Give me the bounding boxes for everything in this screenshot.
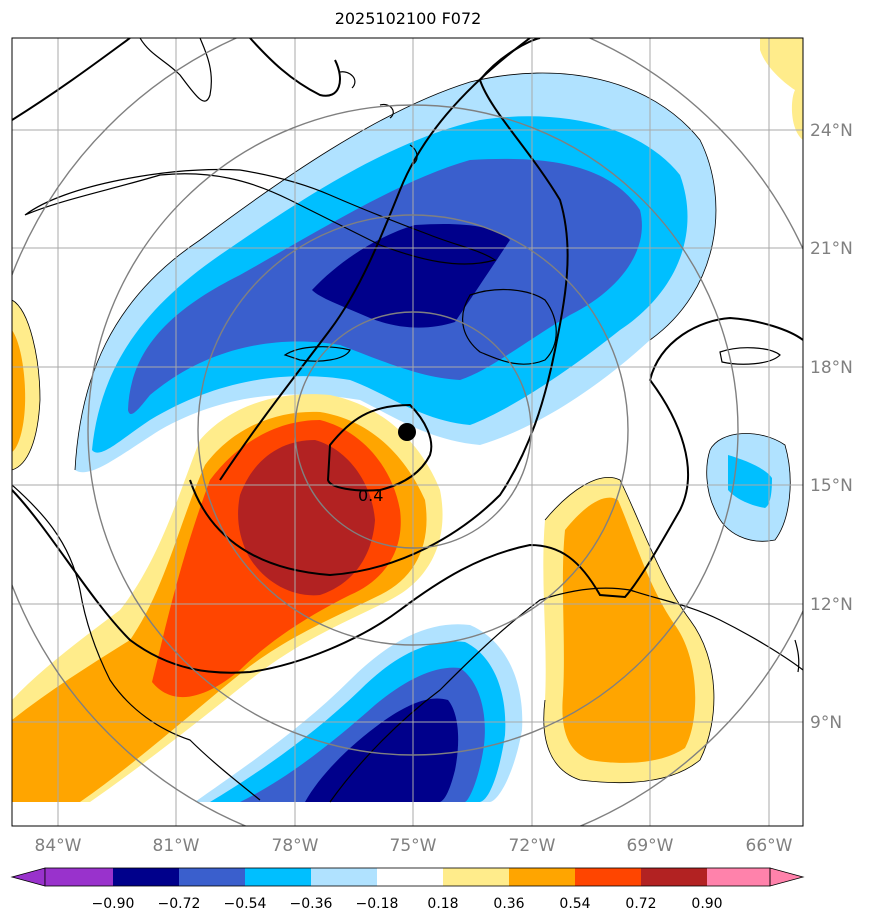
colorbar-bin [179, 868, 245, 886]
thick-contour-inner [326, 403, 433, 492]
lat-label: 15°N [810, 476, 853, 496]
colorbar-label: −0.72 [158, 896, 201, 912]
thick-contour-ring [189, 38, 569, 577]
positive-contour-orange-east [562, 497, 696, 763]
storm-center-dot [398, 423, 416, 441]
map-border [11, 37, 804, 827]
colorbar-bin [377, 868, 443, 886]
positive-contour-northeast [760, 38, 803, 140]
thick-contour-outer [12, 38, 531, 481]
colorbar-bin [245, 868, 311, 886]
lat-label: 24°N [810, 121, 853, 141]
colorbar-label: −0.18 [356, 896, 399, 912]
negative-contour-east-inner [728, 455, 772, 508]
hispaniola-coast [461, 289, 557, 365]
lon-label: 66°W [746, 836, 793, 856]
colorbar-label: −0.90 [92, 896, 135, 912]
lat-label: 18°N [810, 358, 853, 378]
lon-label: 81°W [153, 836, 200, 856]
colorbar-label: 0.18 [427, 896, 458, 912]
latitude-labels: 24°N 21°N 18°N 15°N 12°N 9°N [810, 121, 853, 733]
range-rings [12, 38, 803, 826]
contour-label: 0.4 [358, 486, 383, 505]
negative-contour-darkest-south [305, 698, 459, 802]
jamaica-coast [283, 346, 351, 362]
lon-label: 75°W [390, 836, 437, 856]
colorbar-label: 0.36 [493, 896, 524, 912]
colorbar-bin [707, 868, 770, 886]
lon-label: 72°W [509, 836, 556, 856]
colorbar-label: 0.90 [691, 896, 722, 912]
thin-contours [12, 72, 791, 783]
map-area: 0.4 [12, 38, 803, 826]
lon-label: 84°W [35, 836, 82, 856]
plot-title: 2025102100 F072 [334, 9, 482, 28]
colorbar-bin [443, 868, 509, 886]
colorbar-bin [641, 868, 707, 886]
positive-contour-darkred [238, 440, 375, 596]
colorbar-bin [45, 868, 114, 886]
thick-contour-south [12, 316, 803, 674]
colorbar-extend-high [769, 867, 805, 887]
puerto-rico-coast [719, 347, 781, 365]
colorbar-label: −0.36 [290, 896, 333, 912]
lon-label: 69°W [627, 836, 674, 856]
colorbar-label: 0.72 [625, 896, 656, 912]
lat-label: 9°N [810, 713, 842, 733]
longitude-labels: 84°W 81°W 78°W 75°W 72°W 69°W 66°W [35, 836, 793, 856]
colorbar-frame [44, 867, 771, 887]
thick-contours [12, 38, 803, 674]
coastlines [12, 38, 803, 803]
central-america-coast [12, 484, 261, 801]
florida-coast [139, 38, 212, 102]
colorbar-extend-low [10, 867, 46, 887]
colorbar-bin [575, 868, 641, 886]
colorbar-label: 0.54 [559, 896, 590, 912]
lon-label: 78°W [272, 836, 319, 856]
lat-label: 21°N [810, 239, 853, 259]
cuba-coast [24, 168, 497, 265]
lesser-antilles [794, 639, 800, 673]
lat-label: 12°N [810, 595, 853, 615]
thick-contour-north [249, 38, 341, 97]
south-america-coast [329, 587, 803, 803]
colorbar-label: −0.54 [224, 896, 267, 912]
colorbar-bin [311, 868, 377, 886]
negative-contour-darkest [312, 223, 510, 328]
colorbar: −0.90 −0.72 −0.54 −0.36 −0.18 0.18 0.36 … [10, 867, 805, 912]
positive-contour-west-edge-inner [12, 330, 26, 452]
colorbar-bin [113, 868, 179, 886]
colorbar-bin [509, 868, 575, 886]
filled-contours [12, 38, 803, 802]
